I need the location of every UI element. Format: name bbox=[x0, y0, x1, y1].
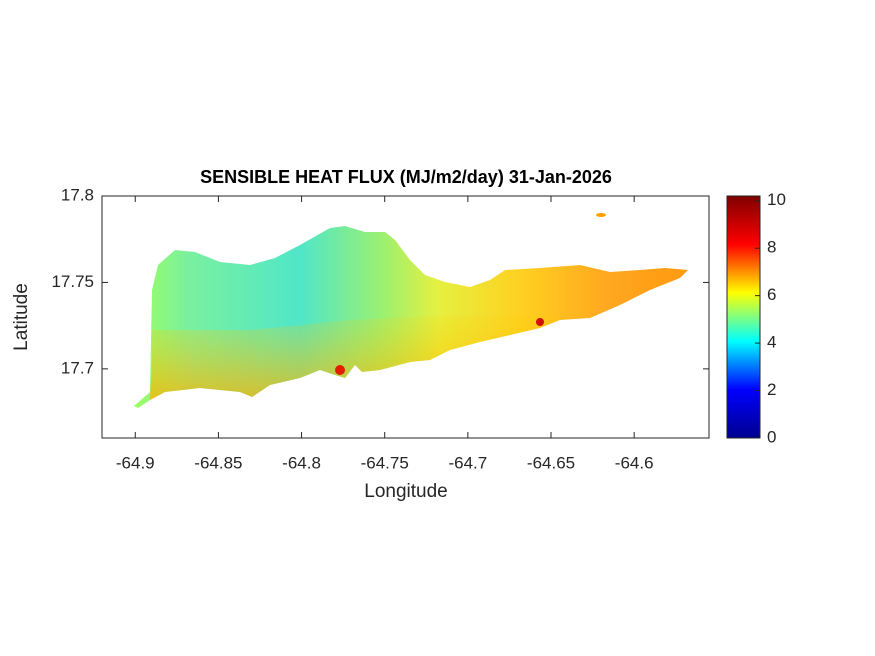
x-tick-label: -64.6 bbox=[615, 453, 654, 472]
colorbar-tick-label: 10 bbox=[767, 190, 786, 209]
hot-spot bbox=[536, 318, 544, 326]
colorbar-tick-label: 4 bbox=[767, 333, 776, 352]
colorbar-tick-label: 2 bbox=[767, 380, 776, 399]
colorbar bbox=[726, 195, 761, 439]
colorbar-tick-label: 0 bbox=[767, 427, 776, 446]
plot-frame bbox=[101, 195, 710, 439]
x-tick-label: -64.8 bbox=[282, 453, 321, 472]
x-tick-label: -64.9 bbox=[116, 453, 155, 472]
colorbar-tick-label: 6 bbox=[767, 285, 776, 304]
chart-title: SENSIBLE HEAT FLUX (MJ/m2/day) 31-Jan-20… bbox=[200, 167, 612, 187]
colorbar-tick-label: 8 bbox=[767, 238, 776, 257]
island-shading bbox=[150, 315, 560, 400]
y-tick-label: 17.75 bbox=[51, 272, 94, 291]
x-tick-label: -64.75 bbox=[361, 453, 409, 472]
y-tick-label: 17.8 bbox=[61, 185, 94, 204]
island bbox=[134, 213, 688, 408]
hot-spot bbox=[335, 365, 345, 375]
y-axis-label: Latitude bbox=[11, 283, 32, 351]
y-tick-label: 17.7 bbox=[61, 358, 94, 377]
x-tick-label: -64.7 bbox=[448, 453, 487, 472]
x-axis-label: Longitude bbox=[364, 481, 447, 502]
x-tick-label: -64.65 bbox=[527, 453, 575, 472]
islet bbox=[596, 213, 606, 217]
x-tick-label: -64.85 bbox=[194, 453, 242, 472]
